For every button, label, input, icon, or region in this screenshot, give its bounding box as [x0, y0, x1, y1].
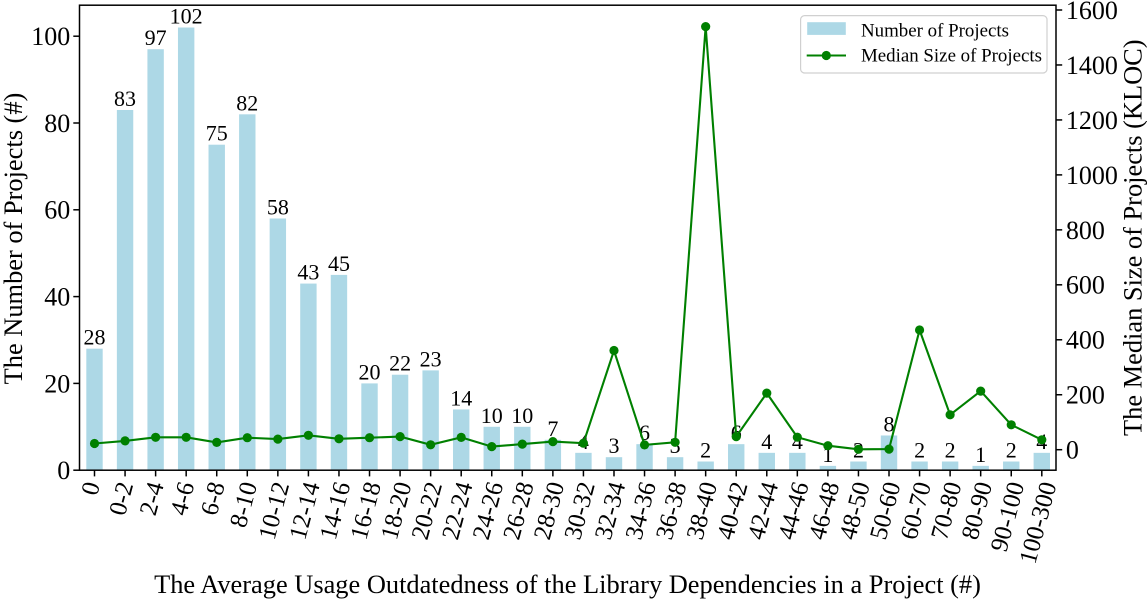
svg-text:0: 0 [1066, 436, 1079, 465]
svg-text:20: 20 [359, 359, 381, 384]
svg-text:2: 2 [914, 438, 925, 463]
svg-text:102: 102 [170, 4, 203, 29]
svg-text:The Number of Projects (#): The Number of Projects (#) [0, 93, 28, 385]
svg-text:83: 83 [114, 86, 136, 111]
svg-text:Median Size of Projects: Median Size of Projects [861, 46, 1042, 67]
svg-text:The Median Size of Projects (K: The Median Size of Projects (KLOC) [1118, 39, 1147, 436]
svg-text:The Average Usage Outdatedness: The Average Usage Outdatedness of the Li… [154, 569, 981, 599]
svg-text:2: 2 [1006, 438, 1017, 463]
svg-text:2: 2 [945, 438, 956, 463]
svg-text:400: 400 [1066, 326, 1105, 355]
svg-text:800: 800 [1066, 216, 1105, 245]
svg-text:4: 4 [761, 429, 772, 454]
svg-text:1400: 1400 [1066, 51, 1118, 80]
svg-text:43: 43 [297, 260, 319, 285]
svg-text:1: 1 [975, 442, 986, 467]
svg-text:40: 40 [44, 283, 70, 312]
svg-text:Number of Projects: Number of Projects [861, 20, 1009, 41]
svg-text:45: 45 [328, 251, 350, 276]
svg-text:80: 80 [44, 109, 70, 138]
svg-text:58: 58 [267, 194, 289, 219]
svg-text:97: 97 [145, 25, 167, 50]
svg-text:23: 23 [420, 346, 442, 371]
svg-text:200: 200 [1066, 381, 1105, 410]
svg-text:75: 75 [206, 121, 228, 146]
svg-text:60: 60 [44, 196, 70, 225]
svg-text:100: 100 [31, 22, 70, 51]
svg-text:3: 3 [608, 433, 619, 458]
svg-text:14: 14 [450, 385, 472, 410]
svg-text:1000: 1000 [1066, 161, 1118, 190]
svg-text:1600: 1600 [1066, 0, 1118, 25]
svg-text:28: 28 [84, 325, 106, 350]
svg-text:600: 600 [1066, 271, 1105, 300]
svg-text:0: 0 [57, 456, 70, 485]
svg-text:82: 82 [236, 90, 258, 115]
svg-text:2: 2 [700, 438, 711, 463]
svg-text:1200: 1200 [1066, 106, 1118, 135]
svg-text:20: 20 [44, 369, 70, 398]
svg-text:10: 10 [511, 403, 533, 428]
svg-text:22: 22 [389, 351, 411, 376]
svg-text:10: 10 [481, 403, 503, 428]
